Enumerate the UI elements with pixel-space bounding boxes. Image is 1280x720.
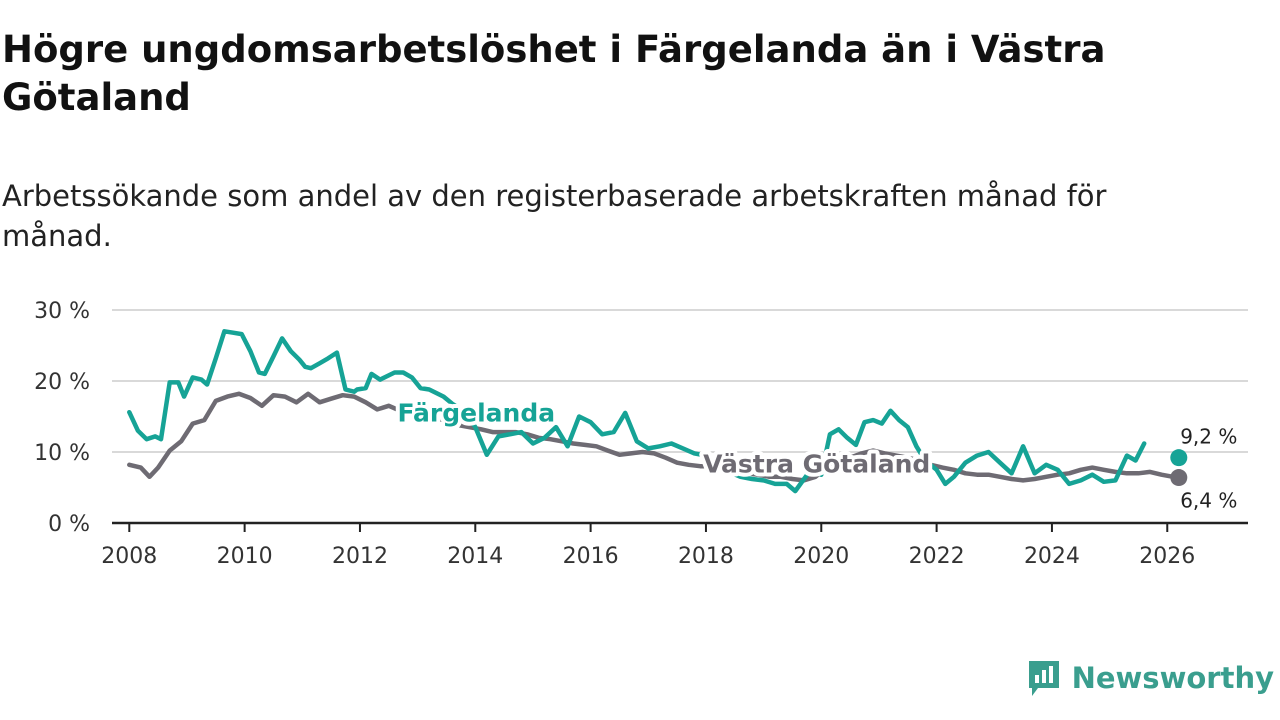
series-label-fargelanda: Färgelanda <box>397 398 555 427</box>
logo-bar-2 <box>1041 670 1046 683</box>
grid-layer: 0 % 10 % 20 % 30 % 2008 2010 2012 2014 2016 2018 2… <box>34 299 1248 569</box>
end-point-fargelanda <box>1170 449 1188 467</box>
series-layer <box>127 329 1188 494</box>
x-tick-label: 2020 <box>793 544 849 569</box>
end-point-vastra-gotaland <box>1170 469 1188 487</box>
y-tick-label: 30 % <box>34 299 90 324</box>
x-tick-label: 2014 <box>447 544 503 569</box>
chart-title: Högre ungdomsarbetslöshet i Färgelanda ä… <box>2 28 1106 119</box>
series-line-vastra-gotaland <box>127 391 1176 483</box>
x-tick-label: 2016 <box>563 544 619 569</box>
y-tick-label: 0 % <box>48 512 90 537</box>
x-tick-label: 2022 <box>909 544 965 569</box>
x-tick-label: 2012 <box>332 544 388 569</box>
x-tick-label: 2018 <box>678 544 734 569</box>
logo-bar-3 <box>1048 666 1053 683</box>
line-chart: 0 % 10 % 20 % 30 % 2008 2010 2012 2014 2016 2018 2… <box>34 299 1248 569</box>
brand: Newsworthy <box>1026 658 1274 698</box>
x-tick-label: 2024 <box>1024 544 1080 569</box>
label-layer: Färgelanda Västra Götaland 9,2 % 6,4 % <box>393 394 1239 515</box>
logo-bar-1 <box>1034 675 1039 683</box>
newsworthy-logo-icon <box>1028 661 1059 696</box>
y-tick-label: 20 % <box>34 370 90 395</box>
series-line-fargelanda <box>127 329 1147 494</box>
chart-subtitle: Arbetssökande som andel av den registerb… <box>2 179 1107 253</box>
end-label-vastra-gotaland: 6,4 % <box>1180 489 1237 513</box>
x-tick-label: 2026 <box>1139 544 1195 569</box>
x-tick-label: 2008 <box>101 544 157 569</box>
end-label-fargelanda: 9,2 % <box>1180 425 1237 449</box>
brand-name: Newsworthy <box>1071 661 1274 695</box>
x-tick-label: 2010 <box>217 544 273 569</box>
y-tick-label: 10 % <box>34 441 90 466</box>
series-label-vastra-gotaland: Västra Götaland <box>703 450 930 479</box>
